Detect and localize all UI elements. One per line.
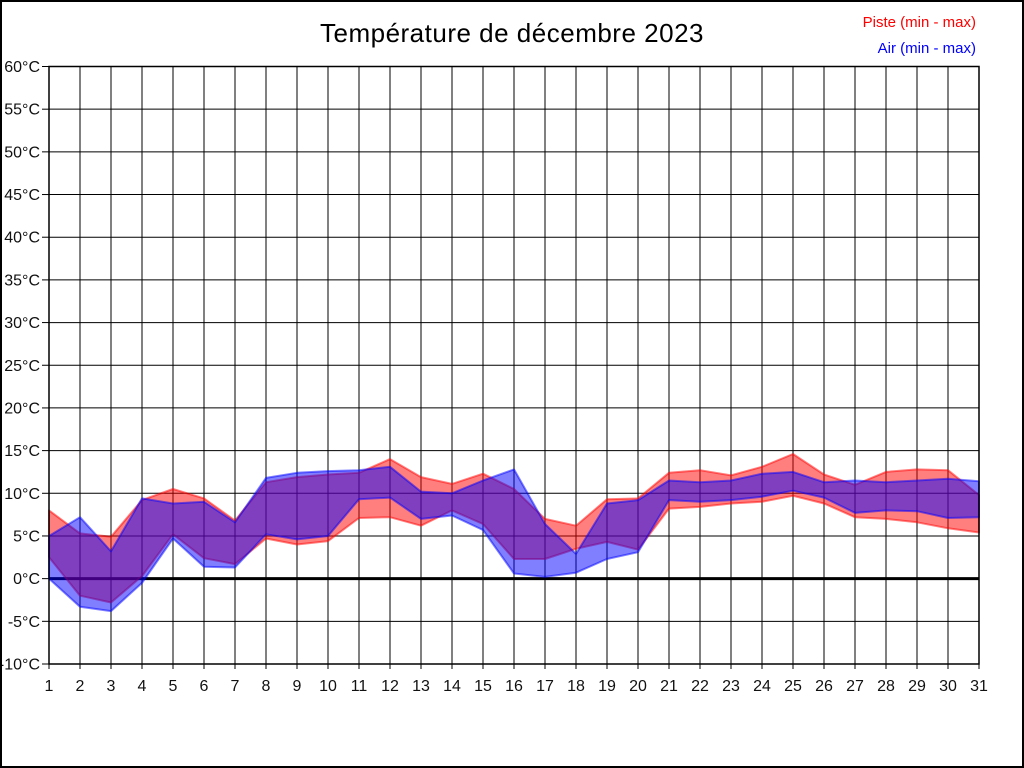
legend-air-label: Air (min - max) [877, 40, 976, 57]
y-axis-labels: 60°C 55°C 50°C 45°C 40°C 35°C 30°C 25°C 20°C 15°C… [2, 59, 40, 674]
x-axis-labels: 1 2 3 4 5 6 7 8 9 10 11 12 13 14 15 16 17 18 19 20 21 22 23 24 2… [45, 678, 988, 695]
x-tick-label: 11 [351, 678, 368, 695]
x-tick-label: 12 [381, 678, 399, 695]
y-tick-label: 15°C [4, 443, 40, 460]
x-tick-label: 30 [939, 678, 957, 695]
y-tick-label: -5°C [8, 614, 40, 631]
y-tick-label: -10°C [2, 657, 40, 674]
x-tick-label: 13 [412, 678, 430, 695]
y-tick-label: 35°C [4, 272, 40, 289]
x-tick-label: 19 [598, 678, 616, 695]
x-tick-label: 17 [536, 678, 554, 695]
x-tick-label: 21 [660, 678, 678, 695]
x-tick-label: 24 [753, 678, 771, 695]
x-tick-label: 10 [319, 678, 337, 695]
x-tick-label: 16 [505, 678, 523, 695]
y-tick-label: 25°C [4, 358, 40, 375]
y-tick-label: 50°C [4, 144, 40, 161]
x-tick-label: 14 [443, 678, 461, 695]
x-tick-label: 28 [877, 678, 895, 695]
x-tick-label: 15 [474, 678, 492, 695]
x-tick-label: 7 [231, 678, 240, 695]
y-tick-label: 45°C [4, 187, 40, 204]
plot-frame [48, 65, 980, 665]
x-tick-label: 5 [169, 678, 178, 695]
axis-ticks [42, 66, 980, 669]
x-tick-label: 8 [262, 678, 271, 695]
y-tick-label: 0°C [13, 571, 40, 588]
legend-piste-label: Piste (min - max) [862, 14, 976, 31]
x-tick-label: 25 [784, 678, 802, 695]
y-tick-label: 20°C [4, 400, 40, 417]
chart-title: Température de décembre 2023 [319, 18, 704, 48]
y-tick-label: 60°C [4, 59, 40, 76]
legend: Piste (min - max) Air (min - max) [863, 10, 976, 62]
x-tick-label: 9 [293, 678, 302, 695]
x-tick-label: 18 [567, 678, 585, 695]
x-tick-label: 3 [107, 678, 116, 695]
x-tick-label: 6 [200, 678, 209, 695]
y-tick-label: 5°C [13, 528, 40, 545]
x-tick-label: 27 [846, 678, 864, 695]
y-tick-label: 30°C [4, 315, 40, 332]
x-tick-label: 20 [629, 678, 647, 695]
x-tick-label: 31 [970, 678, 988, 695]
x-tick-label: 29 [908, 678, 926, 695]
x-tick-label: 22 [691, 678, 709, 695]
y-tick-label: 10°C [4, 486, 40, 503]
y-tick-label: 40°C [4, 230, 40, 247]
x-tick-label: 23 [722, 678, 740, 695]
x-tick-label: 1 [45, 678, 54, 695]
x-tick-label: 4 [138, 678, 147, 695]
y-tick-label: 55°C [4, 102, 40, 119]
x-tick-label: 26 [815, 678, 833, 695]
x-tick-label: 2 [76, 678, 85, 695]
